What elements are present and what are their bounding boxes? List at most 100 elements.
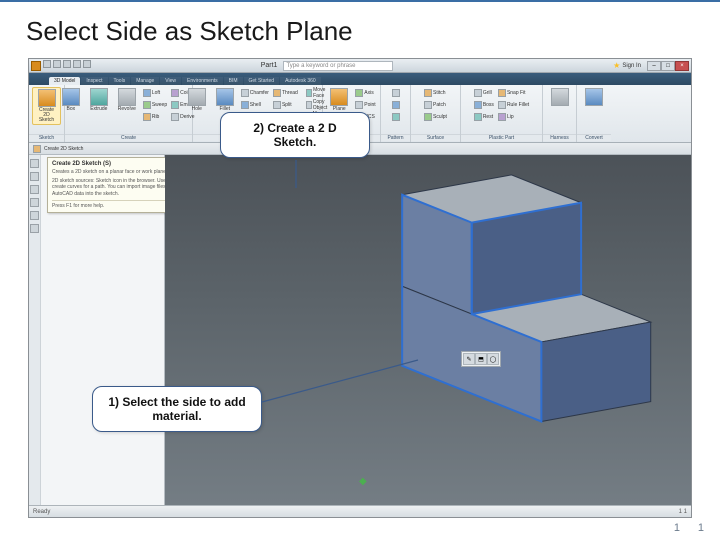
ribbon-tabs: 3D Model Inspect Tools Manage View Envir…	[29, 73, 691, 85]
stitch-icon	[424, 89, 432, 97]
hole-icon	[188, 88, 206, 106]
mini-extrude-icon[interactable]: ⬒	[475, 353, 487, 365]
rest-button[interactable]: Rest	[473, 111, 495, 123]
tab-manage[interactable]: Manage	[131, 77, 159, 85]
ribbon-group-convert: Convert	[577, 85, 611, 142]
pattern-circ-button[interactable]	[391, 99, 401, 111]
slide: Select Side as Sketch Plane Part1 Type a…	[0, 0, 720, 540]
rest-icon	[474, 113, 482, 121]
plane-button[interactable]: Plane	[326, 87, 352, 113]
rib-button[interactable]: Rib	[142, 111, 168, 123]
revolve-button[interactable]: Revolve	[114, 87, 140, 113]
shell-icon	[241, 101, 249, 109]
shell-button[interactable]: Shell	[240, 99, 270, 111]
group-label-harness: Harness	[543, 134, 576, 141]
box-button[interactable]: Box	[58, 87, 84, 113]
create-2d-sketch-button[interactable]: Create 2D Sketch	[32, 87, 61, 125]
browser-item-icon[interactable]	[30, 211, 39, 220]
callout-1-text: 1) Select the side to add material.	[108, 395, 245, 423]
sweep-button[interactable]: Sweep	[142, 99, 168, 111]
browser-item-icon[interactable]	[30, 185, 39, 194]
window-buttons: – □ ×	[647, 61, 689, 71]
fillet-button[interactable]: Fillet	[212, 87, 238, 113]
qat-redo-icon[interactable]	[83, 60, 91, 68]
sub-sketch-icon[interactable]	[33, 145, 41, 153]
mini-sketch-icon[interactable]: ✎	[463, 353, 475, 365]
mini-hole-icon[interactable]: ◯	[487, 353, 499, 365]
thread-icon	[273, 89, 281, 97]
qat-save-icon[interactable]	[63, 60, 71, 68]
tab-tools[interactable]: Tools	[109, 77, 131, 85]
pattern-circ-icon	[392, 101, 400, 109]
convert-icon	[585, 88, 603, 106]
chamfer-icon	[241, 89, 249, 97]
callout-step-2: 2) Create a 2 D Sketch.	[220, 112, 370, 158]
group-label-sketch: Sketch	[29, 134, 64, 141]
sculpt-icon	[424, 113, 432, 121]
grill-icon	[474, 89, 482, 97]
mirror-button[interactable]	[391, 111, 401, 123]
point-button[interactable]: Point	[354, 99, 376, 111]
extrude-button[interactable]: Extrude	[86, 87, 112, 113]
titlebar: Part1 Type a keyword or phrase ★ Sign In…	[29, 59, 691, 73]
browser-item-icon[interactable]	[30, 198, 39, 207]
signin-button[interactable]: ★ Sign In	[613, 61, 641, 70]
thread-button[interactable]: Thread	[272, 87, 303, 99]
page-number-a: 1	[674, 522, 680, 534]
copyobj-icon	[306, 101, 312, 109]
harness-button[interactable]	[547, 87, 573, 108]
loft-button[interactable]: Loft	[142, 87, 168, 99]
revolve-icon	[118, 88, 136, 106]
group-label-surface: Surface	[411, 134, 460, 141]
rulefillet-button[interactable]: Rule Fillet	[497, 99, 530, 111]
qat-new-icon[interactable]	[43, 60, 51, 68]
point-icon	[355, 101, 363, 109]
tab-view[interactable]: View	[160, 77, 181, 85]
browser-item-icon[interactable]	[30, 159, 39, 168]
tab-autodesk-360[interactable]: Autodesk 360	[280, 77, 321, 85]
stitch-button[interactable]: Stitch	[423, 87, 448, 99]
group-label-pattern: Pattern	[381, 134, 410, 141]
split-icon	[273, 101, 281, 109]
snapfit-button[interactable]: Snap Fit	[497, 87, 530, 99]
lip-button[interactable]: Lip	[497, 111, 530, 123]
tab-inspect[interactable]: Inspect	[81, 77, 107, 85]
pattern-rect-icon	[392, 89, 400, 97]
maximize-button[interactable]: □	[661, 61, 675, 71]
app-icon[interactable]	[31, 61, 41, 71]
chamfer-button[interactable]: Chamfer	[240, 87, 270, 99]
model-svg	[165, 155, 691, 505]
boss-icon	[474, 101, 482, 109]
coil-icon	[171, 89, 179, 97]
hole-button[interactable]: Hole	[184, 87, 210, 113]
close-button[interactable]: ×	[675, 61, 689, 71]
axis-button[interactable]: Axis	[354, 87, 376, 99]
tab-get-started[interactable]: Get Started	[244, 77, 280, 85]
rib-icon	[143, 113, 151, 121]
axis-icon	[355, 89, 363, 97]
tab-bim[interactable]: BIM	[224, 77, 243, 85]
search-placeholder: Type a keyword or phrase	[286, 63, 355, 69]
qat-undo-icon[interactable]	[73, 60, 81, 68]
content-area: Create 2D Sketch (S) Creates a 2D sketch…	[29, 155, 691, 505]
patch-icon	[424, 101, 432, 109]
search-input[interactable]: Type a keyword or phrase	[283, 61, 393, 71]
moveface-icon	[306, 89, 312, 97]
browser-item-icon[interactable]	[30, 172, 39, 181]
minimize-button[interactable]: –	[647, 61, 661, 71]
sweep-icon	[143, 101, 151, 109]
sketch-icon	[38, 89, 56, 107]
boss-button[interactable]: Boss	[473, 99, 495, 111]
pattern-rect-button[interactable]	[391, 87, 401, 99]
viewport[interactable]: ◆ ✎ ⬒ ◯	[165, 155, 691, 505]
browser-item-icon[interactable]	[30, 224, 39, 233]
patch-button[interactable]: Patch	[423, 99, 448, 111]
split-button[interactable]: Split	[272, 99, 303, 111]
tab-3d-model[interactable]: 3D Model	[49, 77, 80, 85]
convert-button[interactable]	[581, 87, 607, 108]
qat-open-icon[interactable]	[53, 60, 61, 68]
tab-environments[interactable]: Environments	[182, 77, 223, 85]
sculpt-button[interactable]: Sculpt	[423, 111, 448, 123]
signin-label: Sign In	[622, 63, 641, 69]
grill-button[interactable]: Grill	[473, 87, 495, 99]
